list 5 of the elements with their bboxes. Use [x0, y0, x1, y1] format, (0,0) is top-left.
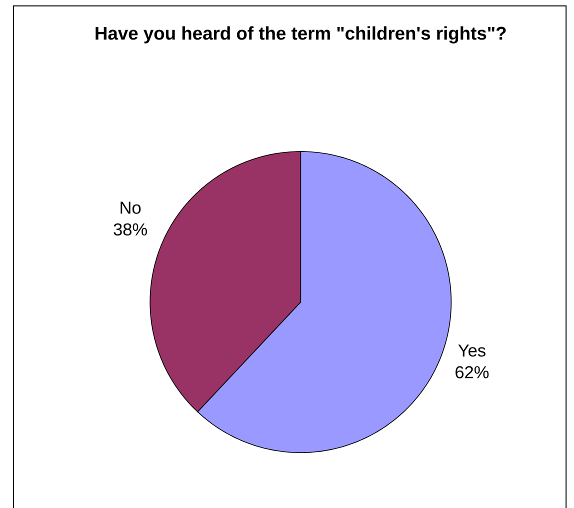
chart-title: Have you heard of the term "children's rights"? [96, 26, 506, 44]
data-label: 62% [456, 366, 489, 378]
slice-label: No [120, 202, 141, 214]
slice-label: Yes [458, 344, 486, 357]
data-label: 38% [114, 223, 147, 236]
